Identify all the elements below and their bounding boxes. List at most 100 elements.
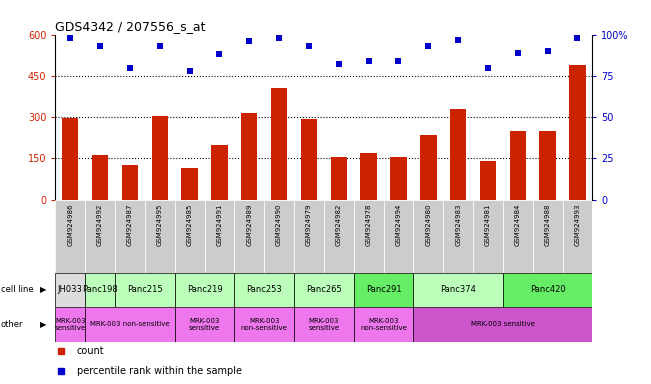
Point — [184, 68, 195, 74]
Text: cell line: cell line — [1, 285, 33, 295]
Bar — [152, 116, 168, 200]
Point — [304, 43, 314, 49]
Text: Panc215: Panc215 — [127, 285, 163, 295]
Bar — [122, 165, 138, 200]
Text: count: count — [77, 346, 104, 356]
Text: Panc198: Panc198 — [82, 285, 118, 295]
Text: ▶: ▶ — [40, 285, 47, 295]
Bar — [241, 113, 258, 200]
Text: GSM924993: GSM924993 — [574, 204, 581, 246]
Bar — [480, 161, 496, 200]
Point — [333, 61, 344, 67]
Point — [393, 58, 404, 64]
Text: GSM924982: GSM924982 — [336, 204, 342, 246]
Bar — [55, 200, 85, 273]
Text: MRK-003
sensitive: MRK-003 sensitive — [189, 318, 220, 331]
Bar — [361, 154, 377, 200]
Text: Panc291: Panc291 — [366, 285, 402, 295]
Bar — [234, 307, 294, 342]
Text: Panc219: Panc219 — [187, 285, 223, 295]
Bar — [174, 200, 204, 273]
Text: GSM924984: GSM924984 — [515, 204, 521, 246]
Text: MRK-003
sensitive: MRK-003 sensitive — [309, 318, 339, 331]
Bar — [413, 273, 503, 307]
Point — [154, 43, 165, 49]
Bar — [85, 200, 115, 273]
Bar — [443, 200, 473, 273]
Bar — [174, 273, 234, 307]
Bar — [294, 307, 353, 342]
Text: GSM924994: GSM924994 — [395, 204, 402, 246]
Text: JH033: JH033 — [58, 285, 83, 295]
Bar — [324, 200, 353, 273]
Text: GSM924988: GSM924988 — [545, 204, 551, 246]
Point — [274, 35, 284, 41]
Bar — [420, 135, 437, 200]
Text: GSM924990: GSM924990 — [276, 204, 282, 246]
Bar — [211, 145, 228, 200]
Point — [453, 36, 464, 43]
Bar — [234, 200, 264, 273]
Bar — [55, 307, 85, 342]
Text: GSM924978: GSM924978 — [366, 204, 372, 246]
Text: GSM924992: GSM924992 — [97, 204, 103, 246]
Bar — [413, 200, 443, 273]
Text: MRK-003
sensitive: MRK-003 sensitive — [55, 318, 86, 331]
Bar — [473, 200, 503, 273]
Bar — [503, 200, 533, 273]
Bar — [85, 273, 115, 307]
Bar — [383, 200, 413, 273]
Bar — [353, 273, 413, 307]
Bar — [182, 168, 198, 200]
Bar — [353, 200, 383, 273]
Text: GSM924991: GSM924991 — [216, 204, 223, 246]
Bar — [413, 307, 592, 342]
Text: percentile rank within the sample: percentile rank within the sample — [77, 366, 242, 376]
Bar — [271, 88, 287, 200]
Text: Panc253: Panc253 — [246, 285, 282, 295]
Bar — [533, 200, 562, 273]
Text: Panc374: Panc374 — [440, 285, 476, 295]
Text: MRK-003 non-sensitive: MRK-003 non-sensitive — [90, 321, 170, 328]
Bar — [390, 157, 407, 200]
Text: GSM924985: GSM924985 — [187, 204, 193, 246]
Text: GSM924980: GSM924980 — [425, 204, 432, 246]
Bar — [85, 307, 174, 342]
Bar — [503, 273, 592, 307]
Text: MRK-003 sensitive: MRK-003 sensitive — [471, 321, 535, 328]
Bar — [301, 119, 317, 200]
Text: GSM924995: GSM924995 — [157, 204, 163, 246]
Point — [423, 43, 434, 49]
Bar — [540, 131, 556, 200]
Text: other: other — [1, 320, 23, 329]
Bar — [510, 131, 526, 200]
Bar — [569, 65, 586, 200]
Bar — [92, 155, 108, 200]
Text: GSM924983: GSM924983 — [455, 204, 461, 246]
Bar — [264, 200, 294, 273]
Point — [572, 35, 583, 41]
Bar — [204, 200, 234, 273]
Point — [483, 65, 493, 71]
Bar — [450, 109, 466, 200]
Bar — [115, 273, 174, 307]
Bar — [115, 200, 145, 273]
Bar — [234, 273, 294, 307]
Bar — [174, 307, 234, 342]
Point — [95, 43, 105, 49]
Text: GSM924979: GSM924979 — [306, 204, 312, 246]
Text: GSM924986: GSM924986 — [67, 204, 74, 246]
Text: GSM924981: GSM924981 — [485, 204, 491, 246]
Bar — [55, 273, 85, 307]
Text: GSM924987: GSM924987 — [127, 204, 133, 246]
Point — [542, 48, 553, 54]
Point — [65, 35, 76, 41]
Point — [214, 51, 225, 58]
Point — [363, 58, 374, 64]
Text: Panc265: Panc265 — [306, 285, 342, 295]
Text: MRK-003
non-sensitive: MRK-003 non-sensitive — [360, 318, 407, 331]
Bar — [331, 157, 347, 200]
Bar — [62, 119, 79, 200]
Text: GSM924989: GSM924989 — [246, 204, 253, 246]
Bar — [294, 200, 324, 273]
